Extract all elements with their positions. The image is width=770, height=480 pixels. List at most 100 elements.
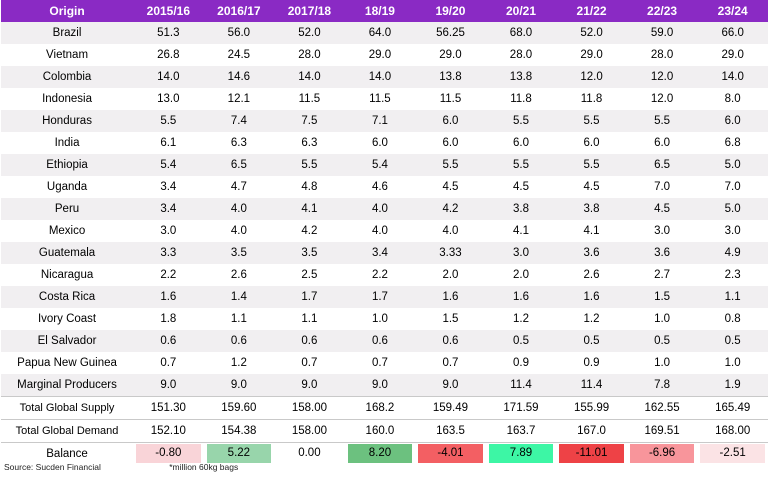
production-value: 59.0 (626, 22, 698, 44)
table-row: Costa Rica 1.6 1.4 1.7 1.7 1.6 1.6 1.6 1.5 1.1 (1, 286, 768, 308)
production-value: 0.7 (344, 352, 416, 374)
total-label: Total Global Supply (1, 396, 134, 420)
table-row: Uganda 3.4 4.7 4.8 4.6 4.5 4.5 4.5 7.0 7.0 (1, 176, 768, 198)
header-season: 22/23 (626, 0, 698, 22)
total-value: 155.99 (556, 396, 627, 420)
production-value: 68.0 (485, 22, 557, 44)
production-value: 9.0 (203, 374, 275, 397)
origin-label: Vietnam (1, 44, 134, 66)
production-value: 0.8 (697, 308, 768, 330)
production-value: 0.7 (133, 352, 204, 374)
production-value: 1.1 (274, 308, 345, 330)
production-value: 28.0 (485, 44, 557, 66)
header-season: 18/19 (344, 0, 416, 22)
production-value: 11.5 (274, 88, 345, 110)
total-value: 167.0 (556, 419, 627, 443)
production-value: 1.6 (415, 286, 486, 308)
production-value: 2.0 (415, 264, 486, 286)
production-value: 24.5 (203, 44, 275, 66)
production-value: 4.5 (556, 176, 627, 198)
production-value: 2.2 (133, 264, 204, 286)
production-value: 7.4 (203, 110, 275, 132)
production-value: 51.3 (133, 22, 204, 44)
production-value: 1.1 (203, 308, 275, 330)
balance-cell: 5.22 (203, 442, 275, 464)
origin-label: El Salvador (1, 330, 134, 352)
production-value: 66.0 (697, 22, 768, 44)
total-value: 159.49 (415, 396, 486, 420)
total-value: 154.38 (203, 419, 275, 443)
production-value: 4.9 (697, 242, 768, 264)
production-value: 0.5 (697, 330, 768, 352)
total-value: 163.7 (485, 419, 557, 443)
total-row: Total Global Demand 152.10 154.38 158.00 160… (1, 419, 768, 443)
production-value: 52.0 (274, 22, 345, 44)
origin-label: Ivory Coast (1, 308, 134, 330)
balance-value: 7.89 (488, 444, 554, 463)
production-value: 64.0 (344, 22, 416, 44)
table-row: Brazil 51.3 56.0 52.0 64.0 56.25 68.0 52.0 59.0 6… (1, 22, 768, 44)
production-value: 2.0 (485, 264, 557, 286)
production-value: 8.0 (697, 88, 768, 110)
total-value: 151.30 (133, 396, 204, 420)
table-row: Marginal Producers 9.0 9.0 9.0 9.0 9.0 11.4 11.… (1, 374, 768, 397)
production-value: 3.3 (133, 242, 204, 264)
production-value: 6.5 (203, 154, 275, 176)
production-value: 0.9 (485, 352, 557, 374)
origin-label: Peru (1, 198, 134, 220)
production-value: 12.0 (626, 88, 698, 110)
total-value: 158.00 (274, 396, 345, 420)
production-value: 4.5 (485, 176, 557, 198)
total-value: 158.00 (274, 419, 345, 443)
production-value: 6.0 (415, 132, 486, 154)
production-value: 56.0 (203, 22, 275, 44)
production-value: 5.0 (697, 154, 768, 176)
production-value: 11.5 (415, 88, 486, 110)
production-value: 29.0 (697, 44, 768, 66)
balance-value: -11.01 (559, 444, 624, 463)
production-value: 3.8 (556, 198, 627, 220)
balance-row: Balance -0.80 5.22 0.00 8.20 -4.01 7.89 -11.01-… (1, 442, 768, 464)
header-season: 20/21 (485, 0, 557, 22)
production-value: 14.0 (274, 66, 345, 88)
production-value: 1.9 (697, 374, 768, 397)
production-value: 6.0 (626, 132, 698, 154)
production-value: 4.0 (203, 198, 275, 220)
balance-cell: -11.01 (556, 442, 627, 464)
production-value: 2.6 (203, 264, 275, 286)
production-value: 13.8 (415, 66, 486, 88)
total-value: 160.0 (344, 419, 416, 443)
production-value: 13.8 (485, 66, 557, 88)
balance-value: -4.01 (418, 444, 483, 463)
production-value: 5.0 (697, 198, 768, 220)
origin-label: Colombia (1, 66, 134, 88)
production-value: 3.5 (203, 242, 275, 264)
production-value: 3.4 (133, 176, 204, 198)
production-value: 14.0 (344, 66, 416, 88)
production-value: 6.8 (697, 132, 768, 154)
production-value: 9.0 (133, 374, 204, 397)
total-value: 162.55 (626, 396, 698, 420)
total-value: 171.59 (485, 396, 557, 420)
production-value: 1.6 (485, 286, 557, 308)
balance-value: 8.20 (347, 444, 413, 463)
table-row: Peru 3.4 4.0 4.1 4.0 4.2 3.8 3.8 4.5 5.0 (1, 198, 768, 220)
production-value: 6.0 (344, 132, 416, 154)
total-value: 168.2 (344, 396, 416, 420)
production-value: 6.3 (203, 132, 275, 154)
production-value: 3.0 (626, 220, 698, 242)
header-season: 2016/17 (203, 0, 275, 22)
production-value: 6.1 (133, 132, 204, 154)
balance-cell: -4.01 (415, 442, 486, 464)
balance-value: 0.00 (277, 444, 342, 463)
origin-label: Guatemala (1, 242, 134, 264)
production-value: 0.5 (485, 330, 557, 352)
production-value: 1.0 (626, 308, 698, 330)
header-season: 23/24 (697, 0, 768, 22)
production-value: 14.0 (133, 66, 204, 88)
balance-cell: 8.20 (344, 442, 416, 464)
production-value: 6.0 (485, 132, 557, 154)
production-value: 2.3 (697, 264, 768, 286)
production-value: 3.4 (133, 198, 204, 220)
production-value: 4.0 (203, 220, 275, 242)
